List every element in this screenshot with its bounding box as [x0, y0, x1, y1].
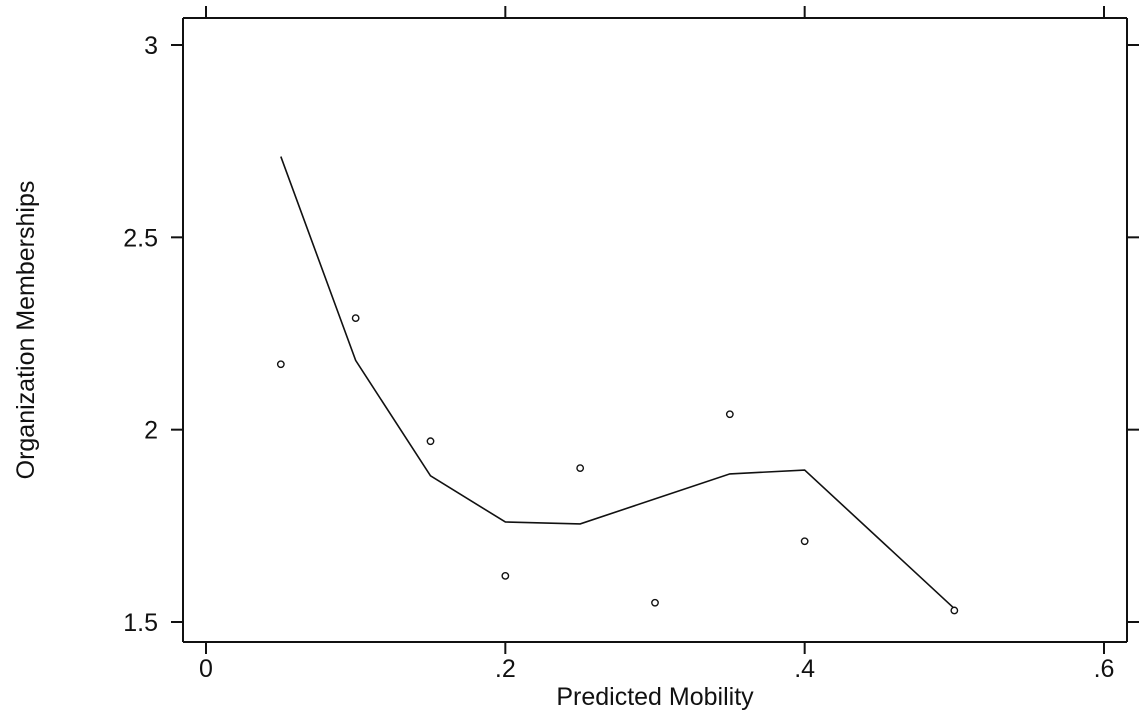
series-line: [280, 156, 955, 610]
y-axis-label: Organization Memberships: [12, 181, 40, 480]
data-point: [276, 360, 285, 369]
x-axis-label: Predicted Mobility: [556, 683, 754, 711]
x-tick-label: .4: [794, 655, 815, 683]
data-point: [501, 571, 510, 580]
y-tick-label: 1.5: [123, 609, 158, 637]
data-point: [950, 606, 959, 615]
data-point: [800, 537, 809, 546]
plot-area: [182, 17, 1128, 643]
data-point: [725, 410, 734, 419]
x-tick-label: .6: [1094, 655, 1115, 683]
y-tick-label: 2.5: [123, 224, 158, 252]
series-points-group: [276, 314, 959, 615]
series-line-group: [280, 156, 955, 610]
y-axis-ticks: 1.5 2 2.5 3: [123, 32, 1139, 637]
data-point: [576, 464, 585, 473]
data-point: [651, 598, 659, 607]
y-tick-label: 2: [144, 417, 158, 445]
x-axis-ticks: 0 .2 .4 .6: [199, 6, 1114, 683]
data-point: [426, 437, 435, 446]
x-tick-label: 0: [199, 655, 213, 683]
data-point: [351, 314, 360, 323]
y-tick-label: 3: [144, 32, 158, 60]
x-tick-label: .2: [495, 655, 516, 683]
